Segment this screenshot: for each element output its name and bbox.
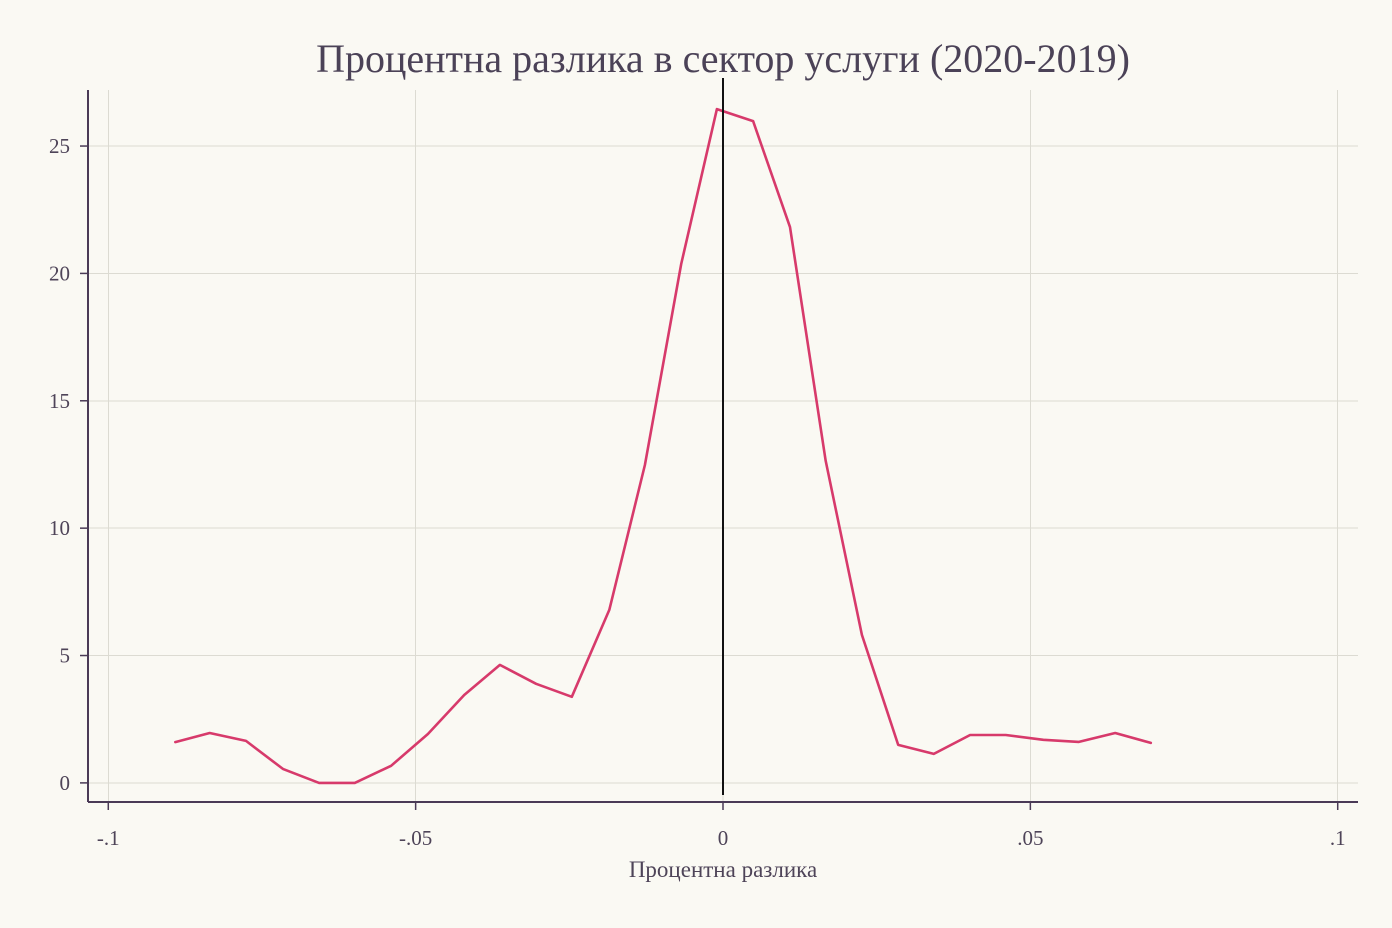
y-tick-label: 15: [49, 389, 70, 413]
x-tick-label: 0: [718, 826, 729, 850]
data-point: [642, 462, 648, 468]
data-point: [1003, 732, 1009, 738]
tick-labels: -.1 -.05 0 .05 .1 0 5 10 15 20 25: [49, 134, 1346, 850]
series-group: [172, 106, 1154, 786]
data-point: [316, 780, 322, 786]
data-point: [750, 118, 756, 124]
y-tick-label: 0: [60, 771, 71, 795]
x-tick-label: .05: [1017, 826, 1043, 850]
tick-marks: [80, 145, 1339, 810]
data-point: [859, 632, 865, 638]
data-point: [895, 742, 901, 748]
data-point: [967, 732, 973, 738]
y-tick-label: 5: [60, 644, 71, 668]
x-axis-label: Процентна разлика: [629, 857, 817, 882]
data-point: [207, 730, 213, 736]
data-point: [352, 780, 358, 786]
data-point: [569, 694, 575, 700]
data-point: [533, 681, 539, 687]
data-point: [388, 763, 394, 769]
x-tick-label: .1: [1330, 826, 1346, 850]
data-point: [931, 751, 937, 757]
x-tick-label: -.05: [399, 826, 432, 850]
data-point: [172, 739, 178, 745]
data-point: [678, 261, 684, 267]
x-tick-label: -.1: [97, 826, 120, 850]
data-point: [461, 692, 467, 698]
data-point: [1112, 730, 1118, 736]
data-point: [425, 731, 431, 737]
y-tick-label: 20: [49, 261, 70, 285]
series-line: [174, 107, 1153, 785]
y-tick-label: 10: [49, 516, 70, 540]
data-point: [714, 106, 720, 112]
y-tick-label: 25: [49, 134, 70, 158]
data-point: [1040, 737, 1046, 743]
data-point: [787, 224, 793, 230]
data-point: [606, 607, 612, 613]
chart-title: Процентна разлика в сектор услуги (2020-…: [316, 36, 1130, 81]
data-point: [823, 458, 829, 464]
data-point: [243, 738, 249, 744]
data-point: [1076, 739, 1082, 745]
data-point: [280, 766, 286, 772]
data-point: [1148, 740, 1154, 746]
data-point: [497, 662, 503, 668]
